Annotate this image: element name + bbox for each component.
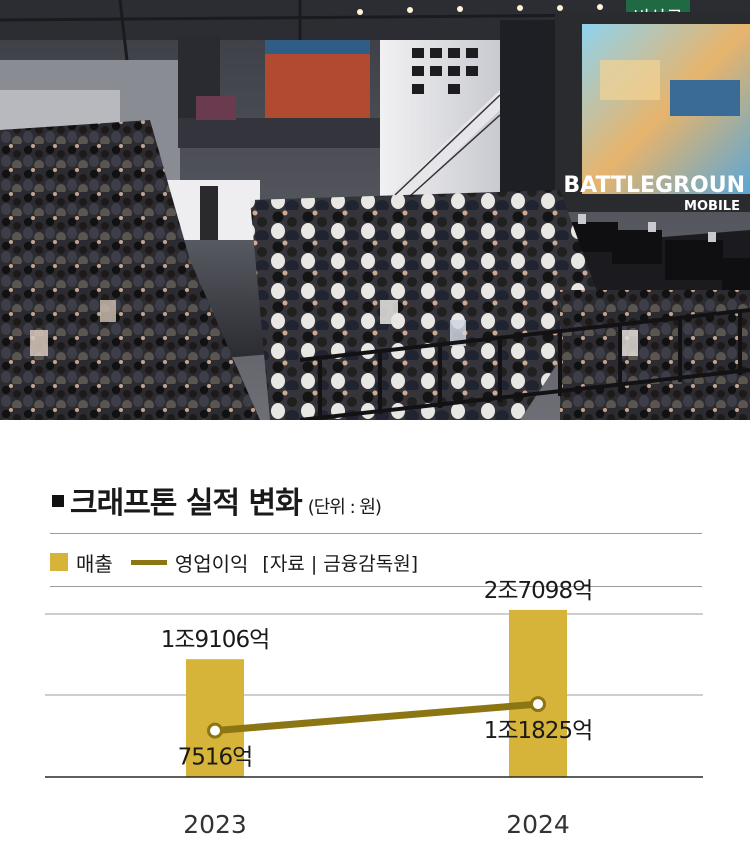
x-tick-label-2023: 2023 bbox=[183, 810, 247, 839]
header-divider bbox=[50, 533, 702, 534]
operating-profit-point-2024 bbox=[530, 696, 546, 713]
operating-profit-point-2023 bbox=[207, 722, 223, 739]
exhibition-photo: 비상구 BATTLEGROUN MOBILE bbox=[0, 0, 750, 420]
mobile-logo-text: MOBILE bbox=[684, 199, 740, 214]
revenue-label-2024: 2조7098억 bbox=[484, 578, 593, 604]
chart-title: 크래프톤 실적 변화 (단위 : 원) bbox=[52, 478, 382, 522]
operating-profit-label-2023: 7516억 bbox=[178, 745, 253, 771]
legend-label-operating-profit: 영업이익 bbox=[174, 551, 249, 576]
operating-profit-label-2024: 1조1825억 bbox=[484, 718, 593, 744]
battleground-logo-text: BATTLEGROUN bbox=[563, 173, 745, 198]
revenue-label-2023: 1조9106억 bbox=[161, 627, 270, 653]
exhibition-crowd-photo: 비상구 BATTLEGROUN MOBILE bbox=[0, 0, 750, 420]
unit-note: (단위 : 원) bbox=[307, 497, 382, 518]
chart-title-text: 크래프톤 실적 변화 bbox=[70, 486, 303, 521]
source-note: [자료 | 금융감독원] bbox=[262, 552, 419, 575]
revenue-bar-2024 bbox=[509, 609, 567, 777]
legend-swatch-operating-profit bbox=[130, 559, 167, 565]
revenue-bar-2023 bbox=[186, 659, 244, 777]
legend-divider bbox=[50, 586, 702, 587]
chart-legend: 매출 영업이익 [자료 | 금융감독원] bbox=[50, 546, 418, 578]
legend-swatch-revenue bbox=[50, 553, 68, 571]
title-bullet-icon bbox=[52, 495, 64, 507]
x-tick-label-2024: 2024 bbox=[506, 810, 570, 839]
operating-profit-line bbox=[211, 700, 542, 735]
legend-label-revenue: 매출 bbox=[76, 551, 113, 576]
